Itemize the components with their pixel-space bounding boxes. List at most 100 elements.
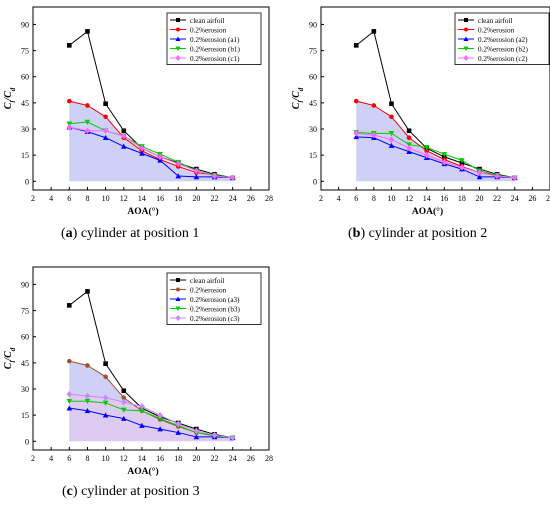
data-point (120, 132, 127, 140)
data-point (102, 412, 109, 418)
y-tick-label: 30 (309, 125, 317, 134)
x-tick-label: 26 (528, 194, 536, 203)
data-point (389, 114, 394, 120)
x-tick-label: 12 (120, 194, 128, 203)
x-tick-label: 8 (372, 194, 376, 203)
data-point (175, 36, 181, 41)
x-tick-label: 8 (85, 194, 89, 203)
y-tick-label: 15 (21, 151, 29, 160)
x-axis-label: AOA(°) (127, 206, 158, 217)
x-tick-label: 10 (102, 194, 110, 203)
caption-text: cylinder at position 2 (365, 226, 488, 241)
data-point (85, 103, 90, 108)
data-point (463, 55, 469, 61)
y-tick-label: 0 (25, 177, 29, 186)
y-tick-label: 45 (21, 99, 29, 108)
data-point (406, 128, 412, 134)
legend-label: 0.2%erosion (a3) (190, 296, 240, 304)
data-point (229, 174, 236, 182)
series-line-2 (69, 407, 233, 439)
x-tick-label: 20 (476, 194, 484, 203)
data-point (176, 27, 180, 32)
data-point (463, 46, 469, 51)
shaded-area (69, 101, 233, 182)
data-point (103, 374, 108, 380)
x-tick-label: 26 (247, 454, 255, 463)
x-tick-label: 16 (156, 454, 164, 463)
caption-panel-a: (a) cylinder at position 1 (61, 226, 200, 241)
data-point (103, 101, 108, 107)
data-point (121, 128, 127, 134)
data-point (120, 398, 127, 406)
data-point (102, 400, 109, 406)
data-point (84, 398, 91, 404)
data-point (175, 55, 181, 61)
data-point (66, 398, 73, 404)
x-tick-label: 16 (156, 194, 164, 203)
legend-label: clean airfoil (190, 17, 225, 25)
caption-letter: a (65, 226, 73, 241)
x-tick-label: 14 (423, 194, 431, 203)
x-tick-label: 6 (67, 454, 71, 463)
y-tick-label: 60 (21, 333, 29, 342)
x-tick-label: 4 (337, 194, 341, 203)
legend-label: 0.2%erosion (b1) (190, 45, 241, 53)
data-point (84, 407, 91, 414)
series-line-4 (69, 126, 233, 179)
series-line-0 (355, 30, 515, 179)
caption-letter: c (66, 484, 73, 499)
x-tick-label: 14 (138, 194, 146, 203)
x-tick-label: 14 (138, 454, 146, 463)
data-point (464, 18, 468, 22)
data-point (157, 416, 163, 422)
y-tick-label: 45 (21, 359, 29, 368)
data-point (157, 153, 163, 161)
y-tick-label: 0 (313, 177, 317, 186)
data-point (103, 361, 108, 367)
data-point (102, 134, 109, 141)
x-tick-label: 22 (211, 454, 219, 463)
y-tick-label: 75 (21, 47, 29, 56)
legend-label: 0.2%erosion (a1) (190, 36, 240, 44)
data-point (67, 43, 72, 48)
data-point (441, 151, 448, 158)
data-point (85, 289, 90, 294)
y-tick-label: 60 (21, 73, 29, 82)
x-tick-label: 12 (120, 454, 128, 463)
x-tick-label: 20 (192, 454, 200, 463)
x-tick-label: 28 (265, 454, 273, 463)
y-tick-label: 15 (21, 411, 29, 420)
legend-label: 0.2%erosion (c1) (190, 55, 240, 63)
legend-label: 0.2%erosion (190, 26, 227, 34)
x-tick-label: 8 (85, 454, 89, 463)
data-point (175, 420, 182, 428)
data-point (102, 127, 109, 135)
x-tick-label: 2 (31, 454, 35, 463)
data-point (67, 98, 72, 104)
y-tick-label: 30 (21, 385, 29, 394)
data-point (176, 278, 180, 282)
data-point (84, 127, 91, 135)
x-tick-label: 10 (387, 194, 395, 203)
data-point (459, 158, 465, 164)
data-point (120, 407, 127, 413)
data-point (139, 144, 145, 152)
data-point (459, 164, 465, 171)
data-point (406, 144, 412, 152)
x-tick-label: 24 (511, 194, 519, 203)
chart-panel-b: 2468101214161820222426280153045607590AOA… (291, 6, 550, 217)
y-tick-label: 75 (21, 307, 29, 316)
data-point (371, 103, 377, 108)
plot-frame (32, 6, 270, 191)
data-point (423, 145, 430, 151)
legend-label: 0.2%erosion (c2) (478, 55, 528, 63)
x-tick-label: 18 (174, 194, 182, 203)
data-point (211, 431, 218, 439)
y-tick-label: 45 (309, 99, 317, 108)
data-point (494, 172, 500, 180)
data-point (120, 415, 127, 421)
data-point (67, 358, 72, 364)
series-line-2 (69, 126, 233, 179)
x-axis-label: AOA(°) (127, 466, 158, 477)
